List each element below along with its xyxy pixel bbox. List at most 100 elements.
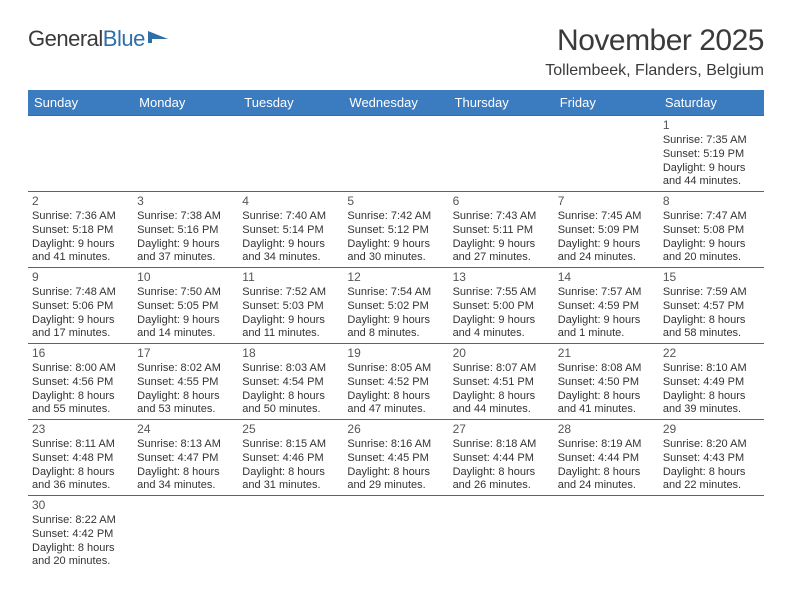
calendar-cell: 19Sunrise: 8:05 AMSunset: 4:52 PMDayligh… bbox=[343, 344, 448, 420]
day-sunset: Sunset: 5:11 PM bbox=[453, 224, 550, 238]
day-d2: and 55 minutes. bbox=[32, 403, 129, 417]
day-sunset: Sunset: 4:55 PM bbox=[137, 376, 234, 390]
day-number: 29 bbox=[663, 422, 760, 437]
calendar-cell: 4Sunrise: 7:40 AMSunset: 5:14 PMDaylight… bbox=[238, 192, 343, 268]
day-sunset: Sunset: 5:05 PM bbox=[137, 300, 234, 314]
day-sunrise: Sunrise: 8:03 AM bbox=[242, 362, 339, 376]
header: GeneralBlue November 2025 Tollembeek, Fl… bbox=[28, 24, 764, 80]
day-d1: Daylight: 8 hours bbox=[242, 466, 339, 480]
day-d2: and 8 minutes. bbox=[347, 327, 444, 341]
day-sunrise: Sunrise: 8:10 AM bbox=[663, 362, 760, 376]
day-sunrise: Sunrise: 8:18 AM bbox=[453, 438, 550, 452]
day-number: 2 bbox=[32, 194, 129, 209]
day-d2: and 14 minutes. bbox=[137, 327, 234, 341]
day-sunrise: Sunrise: 7:36 AM bbox=[32, 210, 129, 224]
day-sunset: Sunset: 4:44 PM bbox=[558, 452, 655, 466]
day-number: 27 bbox=[453, 422, 550, 437]
calendar-cell: 13Sunrise: 7:55 AMSunset: 5:00 PMDayligh… bbox=[449, 268, 554, 344]
day-sunrise: Sunrise: 8:13 AM bbox=[137, 438, 234, 452]
calendar-table: SundayMondayTuesdayWednesdayThursdayFrid… bbox=[28, 90, 764, 571]
day-d2: and 20 minutes. bbox=[663, 251, 760, 265]
day-sunrise: Sunrise: 7:52 AM bbox=[242, 286, 339, 300]
calendar-row: 9Sunrise: 7:48 AMSunset: 5:06 PMDaylight… bbox=[28, 268, 764, 344]
day-d2: and 44 minutes. bbox=[663, 175, 760, 189]
day-number: 6 bbox=[453, 194, 550, 209]
day-sunrise: Sunrise: 7:42 AM bbox=[347, 210, 444, 224]
calendar-cell: 23Sunrise: 8:11 AMSunset: 4:48 PMDayligh… bbox=[28, 420, 133, 496]
calendar-cell-empty bbox=[449, 116, 554, 192]
day-number: 7 bbox=[558, 194, 655, 209]
calendar-cell-empty bbox=[28, 116, 133, 192]
calendar-cell: 21Sunrise: 8:08 AMSunset: 4:50 PMDayligh… bbox=[554, 344, 659, 420]
calendar-cell: 2Sunrise: 7:36 AMSunset: 5:18 PMDaylight… bbox=[28, 192, 133, 268]
day-sunset: Sunset: 5:14 PM bbox=[242, 224, 339, 238]
day-header: Monday bbox=[133, 90, 238, 116]
day-number: 4 bbox=[242, 194, 339, 209]
day-header: Friday bbox=[554, 90, 659, 116]
day-d2: and 1 minute. bbox=[558, 327, 655, 341]
day-d1: Daylight: 8 hours bbox=[137, 390, 234, 404]
day-number: 11 bbox=[242, 270, 339, 285]
day-sunset: Sunset: 4:42 PM bbox=[32, 528, 129, 542]
day-d2: and 24 minutes. bbox=[558, 251, 655, 265]
calendar-header: SundayMondayTuesdayWednesdayThursdayFrid… bbox=[28, 90, 764, 116]
day-d2: and 31 minutes. bbox=[242, 479, 339, 493]
day-sunset: Sunset: 4:45 PM bbox=[347, 452, 444, 466]
day-number: 3 bbox=[137, 194, 234, 209]
day-d1: Daylight: 8 hours bbox=[453, 466, 550, 480]
day-sunrise: Sunrise: 7:47 AM bbox=[663, 210, 760, 224]
calendar-cell: 9Sunrise: 7:48 AMSunset: 5:06 PMDaylight… bbox=[28, 268, 133, 344]
day-d2: and 29 minutes. bbox=[347, 479, 444, 493]
calendar-cell-empty bbox=[554, 116, 659, 192]
day-number: 21 bbox=[558, 346, 655, 361]
day-sunset: Sunset: 5:18 PM bbox=[32, 224, 129, 238]
calendar-cell-empty bbox=[554, 496, 659, 572]
day-sunrise: Sunrise: 8:05 AM bbox=[347, 362, 444, 376]
day-sunrise: Sunrise: 8:02 AM bbox=[137, 362, 234, 376]
logo-text-dark: General bbox=[28, 26, 103, 51]
day-sunset: Sunset: 4:59 PM bbox=[558, 300, 655, 314]
day-d2: and 41 minutes. bbox=[32, 251, 129, 265]
day-number: 20 bbox=[453, 346, 550, 361]
calendar-cell: 1Sunrise: 7:35 AMSunset: 5:19 PMDaylight… bbox=[659, 116, 764, 192]
day-d1: Daylight: 8 hours bbox=[32, 542, 129, 556]
calendar-cell: 30Sunrise: 8:22 AMSunset: 4:42 PMDayligh… bbox=[28, 496, 133, 572]
day-sunrise: Sunrise: 7:35 AM bbox=[663, 134, 760, 148]
day-number: 22 bbox=[663, 346, 760, 361]
calendar-cell-empty bbox=[133, 496, 238, 572]
day-sunrise: Sunrise: 8:00 AM bbox=[32, 362, 129, 376]
calendar-cell-empty bbox=[449, 496, 554, 572]
calendar-cell: 7Sunrise: 7:45 AMSunset: 5:09 PMDaylight… bbox=[554, 192, 659, 268]
day-number: 19 bbox=[347, 346, 444, 361]
day-d2: and 50 minutes. bbox=[242, 403, 339, 417]
day-d1: Daylight: 9 hours bbox=[32, 314, 129, 328]
day-d1: Daylight: 9 hours bbox=[32, 238, 129, 252]
day-sunrise: Sunrise: 8:11 AM bbox=[32, 438, 129, 452]
day-d2: and 22 minutes. bbox=[663, 479, 760, 493]
calendar-row: 1Sunrise: 7:35 AMSunset: 5:19 PMDaylight… bbox=[28, 116, 764, 192]
day-d2: and 11 minutes. bbox=[242, 327, 339, 341]
calendar-row: 30Sunrise: 8:22 AMSunset: 4:42 PMDayligh… bbox=[28, 496, 764, 572]
day-sunrise: Sunrise: 8:19 AM bbox=[558, 438, 655, 452]
calendar-row: 16Sunrise: 8:00 AMSunset: 4:56 PMDayligh… bbox=[28, 344, 764, 420]
day-sunset: Sunset: 4:50 PM bbox=[558, 376, 655, 390]
flag-icon bbox=[148, 29, 170, 50]
day-d1: Daylight: 8 hours bbox=[242, 390, 339, 404]
day-number: 13 bbox=[453, 270, 550, 285]
calendar-cell: 11Sunrise: 7:52 AMSunset: 5:03 PMDayligh… bbox=[238, 268, 343, 344]
day-sunset: Sunset: 4:57 PM bbox=[663, 300, 760, 314]
calendar-cell: 18Sunrise: 8:03 AMSunset: 4:54 PMDayligh… bbox=[238, 344, 343, 420]
day-sunrise: Sunrise: 7:43 AM bbox=[453, 210, 550, 224]
day-sunset: Sunset: 5:00 PM bbox=[453, 300, 550, 314]
day-header: Sunday bbox=[28, 90, 133, 116]
day-number: 24 bbox=[137, 422, 234, 437]
day-sunset: Sunset: 5:03 PM bbox=[242, 300, 339, 314]
calendar-cell: 24Sunrise: 8:13 AMSunset: 4:47 PMDayligh… bbox=[133, 420, 238, 496]
day-sunset: Sunset: 4:51 PM bbox=[453, 376, 550, 390]
day-sunrise: Sunrise: 7:48 AM bbox=[32, 286, 129, 300]
calendar-cell: 15Sunrise: 7:59 AMSunset: 4:57 PMDayligh… bbox=[659, 268, 764, 344]
day-d2: and 37 minutes. bbox=[137, 251, 234, 265]
calendar-cell: 20Sunrise: 8:07 AMSunset: 4:51 PMDayligh… bbox=[449, 344, 554, 420]
day-number: 28 bbox=[558, 422, 655, 437]
day-sunset: Sunset: 5:02 PM bbox=[347, 300, 444, 314]
